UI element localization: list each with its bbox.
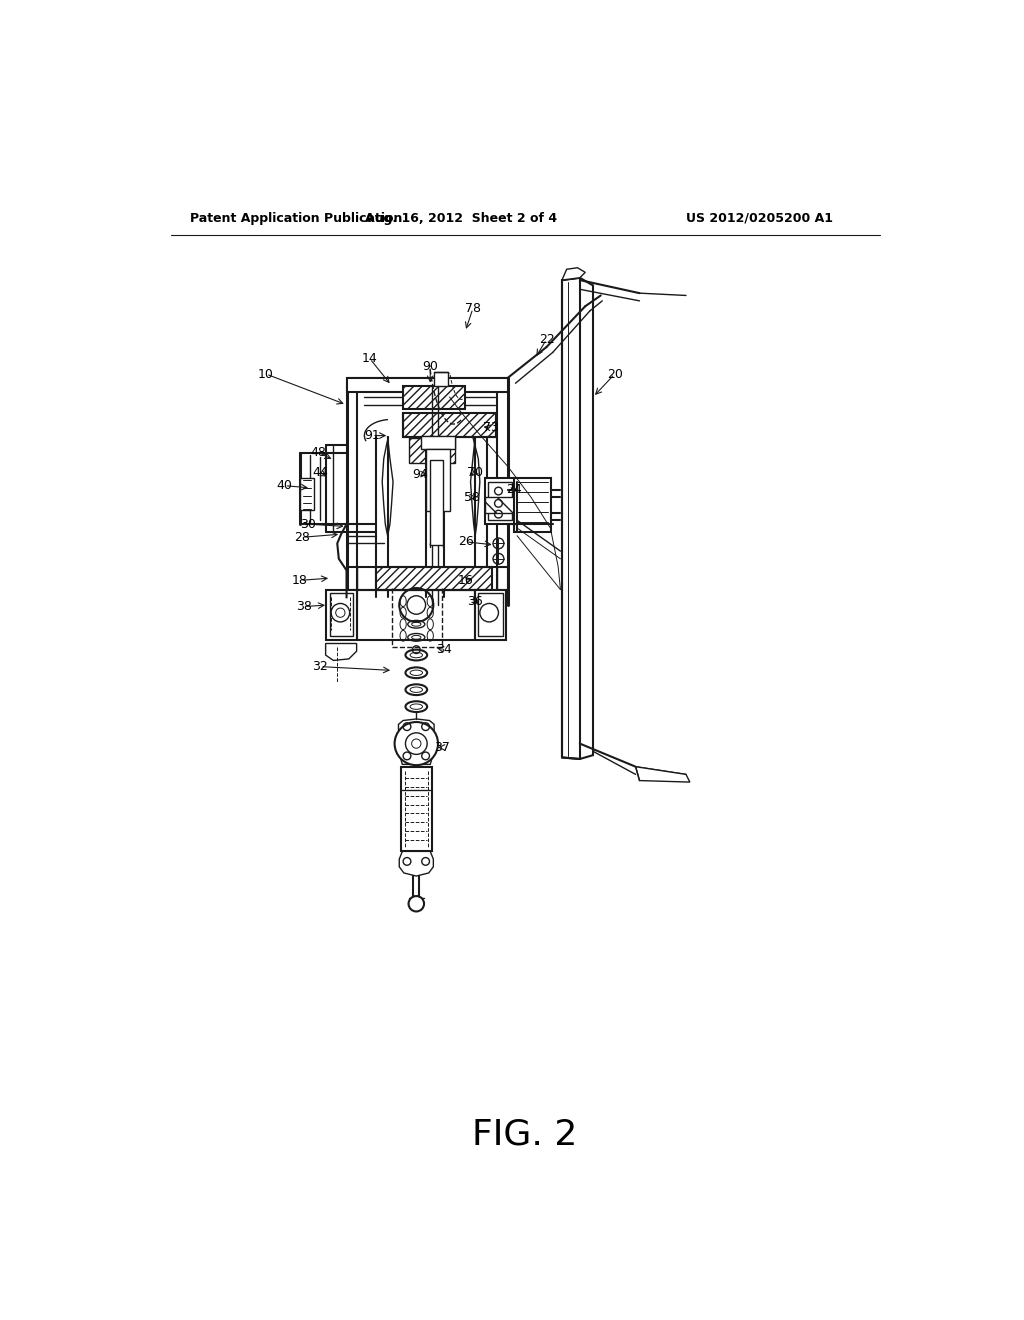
Text: 90: 90 [422,360,438,372]
Circle shape [409,896,424,911]
Polygon shape [636,767,690,781]
Polygon shape [399,851,433,876]
Bar [346,378,508,392]
Bar [403,412,496,437]
Bar [478,594,503,636]
Ellipse shape [406,668,427,678]
Polygon shape [398,719,434,738]
Text: 24: 24 [506,483,522,496]
Text: 78: 78 [465,302,481,315]
Text: 94: 94 [413,467,428,480]
Text: 20: 20 [607,367,623,380]
Text: 18: 18 [292,574,308,587]
Text: 34: 34 [436,643,452,656]
Bar [488,482,512,520]
Text: 58: 58 [464,491,480,504]
Bar [376,566,493,590]
Text: Aug. 16, 2012  Sheet 2 of 4: Aug. 16, 2012 Sheet 2 of 4 [366,213,557,224]
Bar [330,594,352,636]
Text: 44: 44 [312,466,328,479]
Polygon shape [326,644,356,660]
Text: FIG. 2: FIG. 2 [472,1118,578,1152]
Text: 32: 32 [312,660,328,673]
Bar [514,478,551,532]
Bar [484,498,515,512]
Bar [403,385,465,409]
Bar [475,590,506,640]
Text: 14: 14 [361,352,378,366]
Bar [430,461,442,545]
Ellipse shape [406,701,427,711]
Bar [400,767,432,851]
Text: 26: 26 [458,536,474,548]
Text: 38: 38 [296,601,312,612]
Bar [426,449,451,511]
Bar [412,651,421,656]
Circle shape [394,722,438,766]
Bar [434,372,449,387]
Text: 73: 73 [482,421,499,434]
Bar [326,590,356,640]
Text: 48: 48 [310,446,327,459]
Text: US 2012/0205200 A1: US 2012/0205200 A1 [686,213,833,224]
Bar [300,478,314,511]
Text: 28: 28 [295,531,310,544]
Polygon shape [562,277,593,759]
Ellipse shape [406,649,427,660]
Polygon shape [400,746,432,764]
Bar [484,478,515,524]
Text: 37: 37 [434,741,450,754]
Text: 30: 30 [300,517,315,531]
Text: 40: 40 [276,479,293,492]
Bar [421,436,455,450]
Bar [409,438,455,462]
Text: 22: 22 [539,333,554,346]
Text: 91: 91 [365,429,380,442]
Text: 36: 36 [467,594,483,607]
Text: 16: 16 [458,574,474,587]
Polygon shape [562,268,586,280]
Text: Patent Application Publication: Patent Application Publication [190,213,402,224]
Text: 10: 10 [258,367,273,380]
Text: 70: 70 [467,466,483,479]
Ellipse shape [406,684,427,696]
